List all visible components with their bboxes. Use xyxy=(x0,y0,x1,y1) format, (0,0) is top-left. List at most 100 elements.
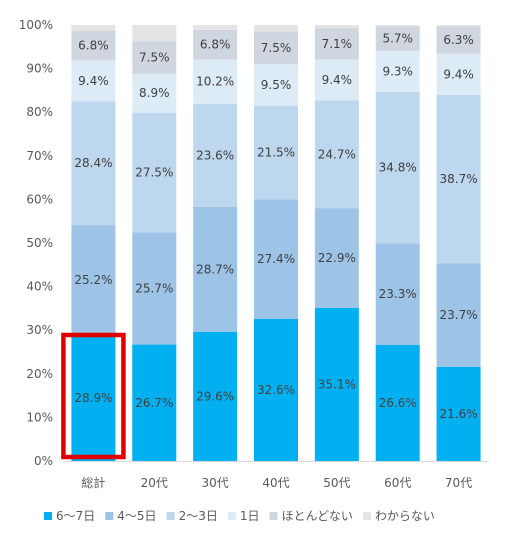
bar-segment xyxy=(375,25,420,27)
bar-segment xyxy=(71,30,116,61)
data-label: 9.5% xyxy=(261,78,292,92)
bar-segment xyxy=(436,94,481,264)
y-tick-label: 30% xyxy=(26,323,53,337)
legend-swatch xyxy=(269,512,278,520)
bar-segment xyxy=(132,25,177,42)
bar-segment xyxy=(314,59,359,101)
data-label: 29.6% xyxy=(196,389,234,403)
bar-segment xyxy=(436,366,481,461)
bar-segment xyxy=(314,208,359,308)
data-label: 25.7% xyxy=(135,282,173,296)
x-tick-label: 20代 xyxy=(141,476,168,490)
data-label: 7.5% xyxy=(139,50,170,64)
data-label: 9.4% xyxy=(443,67,474,81)
bar-segment xyxy=(132,232,177,345)
bar-segment xyxy=(71,101,116,226)
bar-segment xyxy=(132,41,177,74)
legend-swatch xyxy=(105,512,114,520)
bar-segment xyxy=(436,25,481,27)
y-tick-label: 20% xyxy=(26,367,53,381)
bar-segment xyxy=(375,243,420,346)
x-tick-label: 70代 xyxy=(445,476,472,490)
y-tick-label: 0% xyxy=(34,454,53,468)
y-tick-label: 90% xyxy=(26,62,53,76)
data-label: 21.5% xyxy=(257,146,295,160)
bar-segment xyxy=(314,25,359,29)
y-tick-label: 10% xyxy=(26,410,53,424)
data-label: 6.8% xyxy=(78,38,109,52)
data-label: 28.4% xyxy=(74,156,112,170)
bar-segment xyxy=(193,59,238,104)
data-label: 5.7% xyxy=(382,32,413,46)
x-tick-label: 30代 xyxy=(202,476,229,490)
data-label: 6.8% xyxy=(200,38,231,52)
bar-segment xyxy=(71,25,116,31)
bar-segment xyxy=(254,25,298,32)
data-label: 9.3% xyxy=(382,64,413,78)
bar-segment xyxy=(375,51,420,92)
bar-segment xyxy=(254,31,298,65)
bar-segment xyxy=(375,26,420,52)
data-label: 22.9% xyxy=(318,251,356,265)
data-label: 7.1% xyxy=(322,37,353,51)
bar-segment xyxy=(71,334,116,461)
y-tick-label: 80% xyxy=(26,105,53,119)
data-label: 25.2% xyxy=(74,273,112,287)
bar-segment xyxy=(132,112,177,233)
bar-segment xyxy=(254,318,298,461)
x-tick-label: 60代 xyxy=(384,476,411,490)
bar-segment xyxy=(71,60,116,102)
bar-segment xyxy=(132,344,177,461)
highlight-box xyxy=(61,332,126,460)
x-tick-label: 50代 xyxy=(323,476,350,490)
data-label: 38.7% xyxy=(440,172,478,186)
data-label: 9.4% xyxy=(322,73,353,87)
data-label: 9.4% xyxy=(78,74,109,88)
data-label: 23.3% xyxy=(379,287,417,301)
data-label: 27.4% xyxy=(257,252,295,266)
legend-entry: わからない xyxy=(375,509,435,523)
bar-segment xyxy=(193,103,238,207)
y-tick-label: 40% xyxy=(26,280,53,294)
bar-segment xyxy=(314,28,359,60)
data-label: 26.6% xyxy=(379,396,417,410)
data-label: 28.9% xyxy=(74,391,112,405)
x-tick-label: 総計 xyxy=(81,475,105,490)
bar-segment xyxy=(193,206,238,332)
data-label: 35.1% xyxy=(318,377,356,391)
x-tick-label: 40代 xyxy=(262,476,289,490)
bar-segment xyxy=(314,100,359,209)
bar-segment xyxy=(375,345,420,461)
data-label: 24.7% xyxy=(318,147,356,161)
data-label: 7.5% xyxy=(261,41,292,55)
bar-segment xyxy=(71,225,116,335)
data-label: 23.7% xyxy=(440,308,478,322)
data-label: 28.7% xyxy=(196,262,234,276)
y-tick-label: 50% xyxy=(26,236,53,250)
data-label: 10.2% xyxy=(196,75,234,89)
legend-swatch xyxy=(44,512,52,520)
data-label: 27.5% xyxy=(135,166,173,180)
legend-entry: 6〜7日 xyxy=(56,509,95,523)
data-label: 32.6% xyxy=(257,383,295,397)
data-label: 6.3% xyxy=(443,33,474,47)
legend-entry: 1日 xyxy=(240,509,260,523)
bar-segment xyxy=(436,263,481,367)
data-label: 8.9% xyxy=(139,86,170,100)
y-tick-label: 60% xyxy=(26,192,53,206)
legend-swatch xyxy=(362,512,371,520)
bar-segment xyxy=(436,53,481,95)
legend-entry: 4〜5日 xyxy=(117,509,156,523)
data-label: 21.6% xyxy=(440,407,478,421)
bar-segment xyxy=(375,91,420,244)
legend-swatch xyxy=(166,512,175,520)
bar-segment xyxy=(254,64,298,106)
bar-segment xyxy=(254,105,298,200)
data-label: 23.6% xyxy=(196,148,234,162)
bar-segment xyxy=(314,307,359,461)
y-tick-label: 100% xyxy=(19,18,53,32)
legend-entry: ほとんどない xyxy=(281,509,352,523)
bar-segment xyxy=(193,331,238,461)
legend-entry: 2〜3日 xyxy=(179,509,218,523)
